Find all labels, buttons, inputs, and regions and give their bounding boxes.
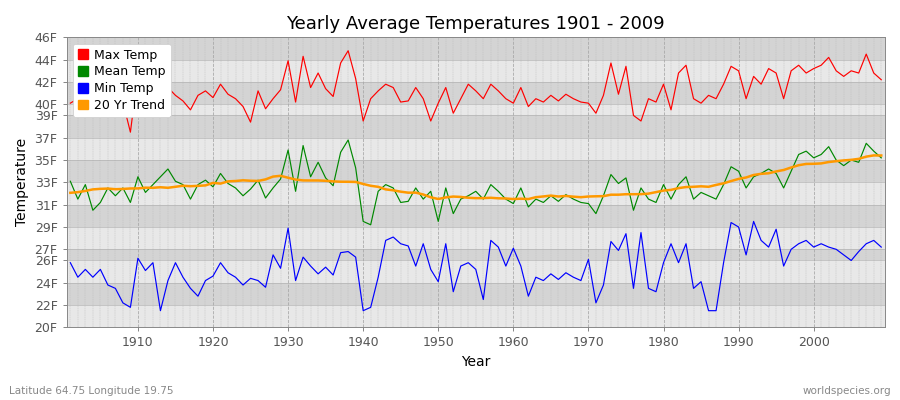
- Title: Yearly Average Temperatures 1901 - 2009: Yearly Average Temperatures 1901 - 2009: [286, 15, 665, 33]
- Legend: Max Temp, Mean Temp, Min Temp, 20 Yr Trend: Max Temp, Mean Temp, Min Temp, 20 Yr Tre…: [73, 44, 171, 117]
- Bar: [67, 160, 885, 182]
- X-axis label: Year: Year: [461, 355, 491, 369]
- Bar: [67, 260, 885, 283]
- Bar: [67, 60, 885, 82]
- Bar: [67, 37, 885, 60]
- Bar: [67, 116, 885, 138]
- Bar: [67, 82, 885, 104]
- Bar: [67, 227, 885, 249]
- Bar: [67, 305, 885, 328]
- Bar: [67, 283, 885, 305]
- Y-axis label: Temperature: Temperature: [15, 138, 29, 226]
- Bar: [67, 138, 885, 160]
- Text: Latitude 64.75 Longitude 19.75: Latitude 64.75 Longitude 19.75: [9, 386, 174, 396]
- Bar: [67, 249, 885, 260]
- Bar: [67, 104, 885, 116]
- Text: worldspecies.org: worldspecies.org: [803, 386, 891, 396]
- Bar: [67, 182, 885, 205]
- Bar: [67, 205, 885, 227]
